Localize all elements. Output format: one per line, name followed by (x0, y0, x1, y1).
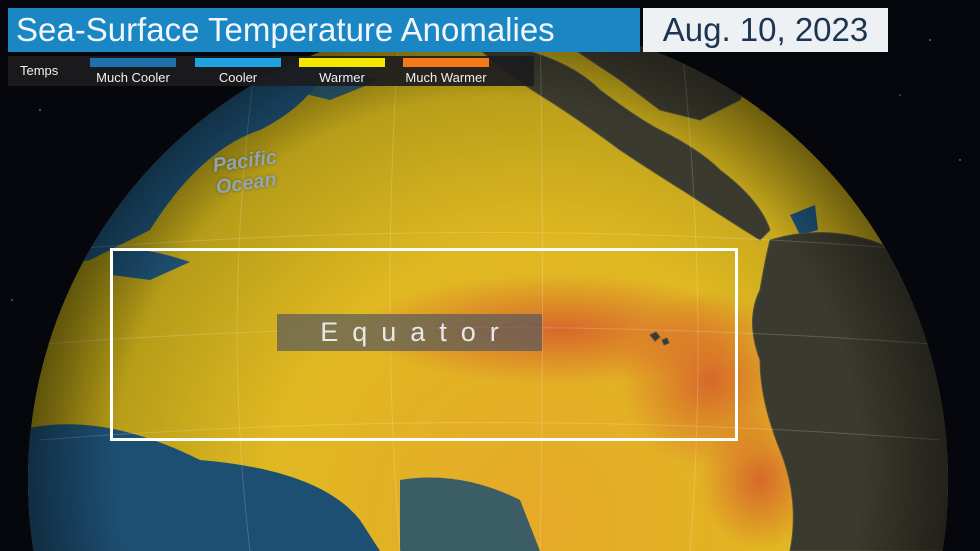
stars (11, 39, 961, 301)
legend-item-label: Cooler (218, 70, 258, 85)
legend-item-cooler: Cooler (195, 58, 281, 85)
legend: Temps Much Cooler Cooler Warmer Much War… (8, 56, 534, 86)
legend-item-warmer: Warmer (299, 58, 385, 85)
legend-swatch (195, 58, 281, 67)
legend-swatch (90, 58, 176, 67)
legend-label: Temps (20, 63, 59, 78)
legend-item-much-warmer: Much Warmer (403, 58, 489, 85)
legend-item-label: Much Cooler (96, 70, 170, 85)
page-title: Sea-Surface Temperature Anomalies (8, 8, 640, 52)
legend-item-much-cooler: Much Cooler (90, 58, 176, 85)
date-label: Aug. 10, 2023 (643, 8, 888, 52)
legend-item-label: Warmer (319, 70, 365, 85)
globe-shading (28, 20, 948, 551)
legend-swatch (299, 58, 385, 67)
equator-region-box (110, 248, 738, 441)
equator-label: Equator (277, 314, 542, 351)
legend-item-label: Much Warmer (405, 70, 487, 85)
legend-swatch (403, 58, 489, 67)
